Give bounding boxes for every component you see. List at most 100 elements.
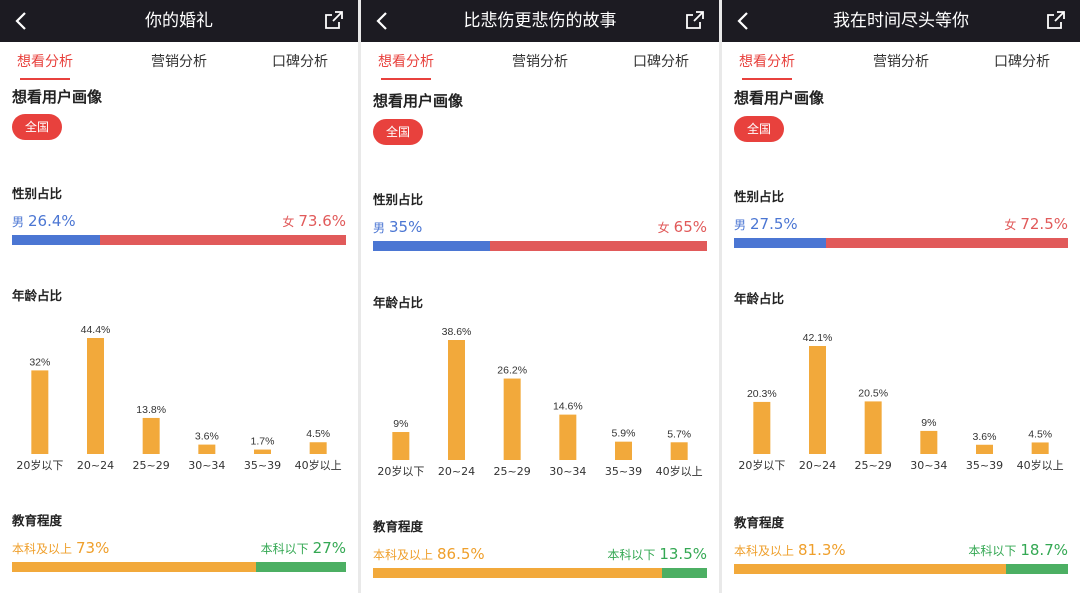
age-bar-30~34 <box>559 414 577 460</box>
tab-want-analysis[interactable]: 想看分析 <box>0 42 90 80</box>
male-bar-segment <box>734 238 826 248</box>
edu-below-value: 27% <box>312 539 346 557</box>
age-bar-value-label: 3.6% <box>195 431 219 443</box>
age-bar-20~24 <box>448 340 465 460</box>
age-bar-value-label: 5.7% <box>667 428 691 440</box>
page-title: 我在时间尽头等你 <box>833 11 969 31</box>
back-arrow-icon[interactable] <box>732 8 754 34</box>
age-label: 年龄占比 <box>373 295 424 310</box>
education-bar <box>734 564 1068 574</box>
edu-below-bar-segment <box>255 562 346 572</box>
age-category-label: 30~34 <box>910 459 947 472</box>
back-arrow-icon[interactable] <box>371 8 393 34</box>
tab-want-analysis[interactable]: 想看分析 <box>722 42 812 80</box>
edu-below-bar-segment <box>1005 564 1068 574</box>
age-category-label: 35~39 <box>605 465 642 478</box>
age-category-label: 20~24 <box>438 465 475 478</box>
male-label: 男 <box>734 218 747 232</box>
region-pill[interactable]: 全国 <box>12 114 63 140</box>
tab-bar: 想看分析 营销分析 口碑分析 <box>0 42 358 80</box>
male-share-text: 男 35% <box>373 218 422 236</box>
female-value: 73.6% <box>298 212 346 230</box>
age-bar-value-label: 42.1% <box>803 332 833 344</box>
male-share-text: 男 27.5% <box>734 215 798 233</box>
education-bar <box>12 562 346 572</box>
share-icon[interactable] <box>1046 10 1068 32</box>
age-label: 年龄占比 <box>734 291 785 306</box>
age-category-label: 40岁以上 <box>295 458 342 472</box>
male-value: 26.4% <box>28 212 76 230</box>
age-category-label: 35~39 <box>244 459 281 472</box>
edu-above-label: 本科及以上 <box>12 542 73 556</box>
screen-panel-1: 你的婚礼 想看分析 营销分析 口碑分析 想看用户画像 全国 性别占比 男 26.4… <box>0 0 358 593</box>
female-label: 女 <box>657 221 670 235</box>
tab-reputation-analysis[interactable]: 口碑分析 <box>633 54 689 70</box>
gender-label: 性别占比 <box>12 186 63 201</box>
age-bar-chart: 20.3% 20岁以下 42.1% 20~24 20.5% 25~29 9% 30~34 3.6… <box>738 332 1064 472</box>
tab-bar: 想看分析 营销分析 口碑分析 <box>361 42 719 80</box>
age-category-label: 20岁以下 <box>738 458 785 472</box>
male-label: 男 <box>12 215 25 229</box>
gender-label: 性别占比 <box>373 192 424 207</box>
age-bar-value-label: 9% <box>393 418 408 430</box>
top-bar: 比悲伤更悲伤的故事 <box>361 0 719 42</box>
tab-marketing-analysis[interactable]: 营销分析 <box>873 54 929 70</box>
section-title: 想看用户画像 <box>12 88 103 106</box>
education-row: 本科及以上 81.3% 本科以下 18.7% <box>734 541 1068 561</box>
age-category-label: 20~24 <box>799 459 836 472</box>
age-bar-25~29 <box>864 401 882 454</box>
share-icon[interactable] <box>324 10 346 32</box>
share-icon[interactable] <box>685 10 707 32</box>
age-bar-value-label: 1.7% <box>251 436 275 448</box>
age-category-label: 20岁以下 <box>16 458 63 472</box>
age-category-label: 30~34 <box>549 465 586 478</box>
tab-reputation-analysis[interactable]: 口碑分析 <box>272 54 328 70</box>
region-pill[interactable]: 全国 <box>373 119 424 145</box>
edu-below-value: 18.7% <box>1020 541 1068 559</box>
edu-below-text: 本科以下 27% <box>261 539 346 557</box>
edu-above-bar-segment <box>734 564 1006 574</box>
male-bar-segment <box>12 235 101 245</box>
edu-above-value: 86.5% <box>437 545 485 563</box>
female-share-text: 女 65% <box>658 218 707 236</box>
back-arrow-icon[interactable] <box>10 8 32 34</box>
edu-below-label: 本科以下 <box>968 544 1017 558</box>
age-category-label: 20~24 <box>77 459 114 472</box>
edu-above-text: 本科及以上 73% <box>12 539 109 557</box>
edu-below-label: 本科以下 <box>607 548 656 562</box>
age-bar-20~24 <box>809 346 826 454</box>
edu-below-text: 本科以下 18.7% <box>968 541 1068 559</box>
age-bar-20岁以下 <box>31 370 49 454</box>
tab-marketing-analysis[interactable]: 营销分析 <box>512 54 568 70</box>
male-share-text: 男 26.4% <box>12 212 76 230</box>
age-bar-value-label: 4.5% <box>1028 428 1052 440</box>
edu-below-text: 本科以下 13.5% <box>607 545 707 563</box>
tab-bar: 想看分析 营销分析 口碑分析 <box>722 42 1080 80</box>
screen-panel-2: 比悲伤更悲伤的故事 想看分析 营销分析 口碑分析 想看用户画像 全国 性别占比 … <box>361 0 719 593</box>
age-bar-chart: 32% 20岁以下 44.4% 20~24 13.8% 25~29 3.6% 30~34 1.7… <box>16 324 342 472</box>
male-value: 35% <box>389 218 423 236</box>
section-title: 想看用户画像 <box>373 92 464 110</box>
gender-row: 男 26.4% 女 73.6% <box>12 212 346 232</box>
age-bar-40岁以上 <box>309 442 327 454</box>
age-bar-20岁以下 <box>753 401 771 454</box>
female-label: 女 <box>282 215 295 229</box>
edu-above-text: 本科及以上 81.3% <box>734 541 846 559</box>
gender-bar <box>12 235 346 245</box>
tab-marketing-analysis[interactable]: 营销分析 <box>151 54 207 70</box>
region-pill[interactable]: 全国 <box>734 116 785 142</box>
tab-reputation-analysis[interactable]: 口碑分析 <box>994 54 1050 70</box>
top-bar: 我在时间尽头等你 <box>722 0 1080 42</box>
male-value: 27.5% <box>750 215 798 233</box>
female-bar-segment <box>100 235 346 245</box>
screen-panel-3: 我在时间尽头等你 想看分析 营销分析 口碑分析 想看用户画像 全国 性别占比 男… <box>722 0 1080 593</box>
age-category-label: 40岁以上 <box>1017 458 1064 472</box>
age-label: 年龄占比 <box>12 288 63 303</box>
edu-below-bar-segment <box>661 568 707 578</box>
age-category-label: 25~29 <box>133 459 170 472</box>
age-bar-value-label: 13.8% <box>136 404 166 416</box>
female-bar-segment <box>489 241 707 251</box>
tab-want-analysis[interactable]: 想看分析 <box>361 42 451 80</box>
age-bar-35~39 <box>976 444 993 454</box>
